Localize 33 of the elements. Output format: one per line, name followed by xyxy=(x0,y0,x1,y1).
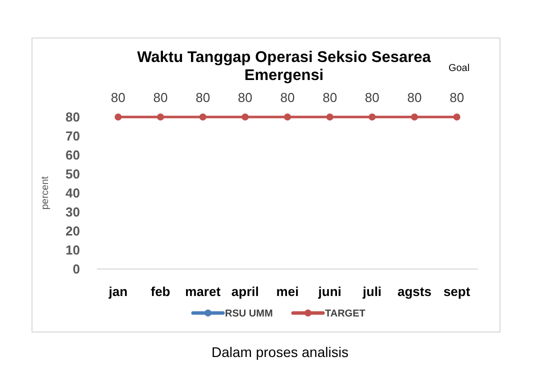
y-tick-label: 50 xyxy=(66,166,80,182)
x-tick-label: juli xyxy=(362,284,382,299)
legend-label: RSU UMM xyxy=(225,308,273,320)
y-tick-label: 70 xyxy=(66,128,80,144)
text: Goal xyxy=(448,63,470,74)
x-tick-label: feb xyxy=(150,284,170,299)
data-label: 80 xyxy=(238,90,252,105)
data-label: 80 xyxy=(322,90,338,105)
x-tick-label: mei xyxy=(276,284,299,299)
data-label: 80 xyxy=(364,90,380,105)
data-label: 80 xyxy=(153,90,168,105)
y-tick-label: 10 xyxy=(66,242,80,258)
x-tick-label: jan xyxy=(108,284,128,299)
y-tick-label: 40 xyxy=(66,186,80,201)
y-tick-label: 20 xyxy=(66,224,80,239)
y-axis-title: percent xyxy=(40,176,51,210)
legend-label: TARGET xyxy=(325,308,366,320)
x-tick-label: sept xyxy=(443,284,471,299)
x-tick-label: april xyxy=(231,284,259,299)
data-label: 80 xyxy=(407,90,422,105)
data-label: 80 xyxy=(110,90,126,105)
x-tick-label: maret xyxy=(185,284,222,299)
y-tick-label: 0 xyxy=(72,262,80,277)
data-label: 80 xyxy=(280,90,295,105)
y-tick-label: 80 xyxy=(66,110,80,125)
x-tick-label: juni xyxy=(317,284,342,299)
data-label: 80 xyxy=(450,90,464,105)
data-label: 80 xyxy=(196,90,210,105)
x-tick-label: agsts xyxy=(398,284,432,299)
y-tick-label: 60 xyxy=(66,148,80,163)
text: Dalam proses analisis xyxy=(212,344,348,360)
y-tick-label: 30 xyxy=(66,204,80,220)
chart-title: Waktu Tanggap Operasi Seksio Sesarea Emergensi xyxy=(137,49,432,84)
